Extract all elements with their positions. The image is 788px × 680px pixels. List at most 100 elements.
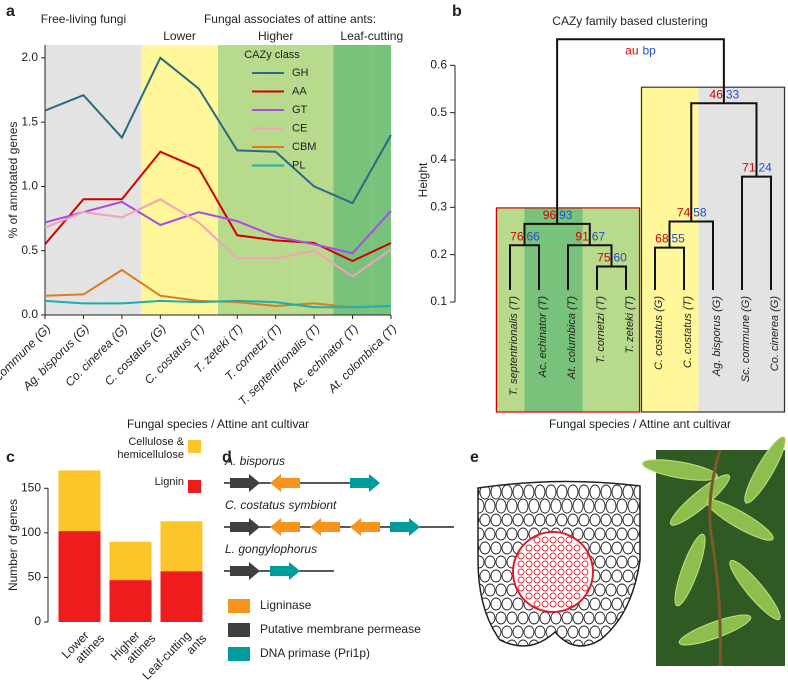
au-value: 71 [742,161,756,175]
bp-value: 66 [527,229,541,243]
cell [589,484,601,500]
cell [478,639,485,646]
cell [600,541,612,555]
cell [484,527,496,541]
branch [741,175,772,290]
y-axis-label: Height [416,162,430,197]
leaf-label: C. costatus (G) [653,296,665,370]
leaf-band [524,207,554,412]
series-line [44,198,392,278]
cell [484,498,496,514]
panel-label: e [470,449,479,466]
bar-segment [58,531,101,622]
cell [567,513,579,527]
cell [495,583,507,597]
gene-arrow [230,518,260,536]
bar-segment [160,521,203,572]
vessel [549,536,557,544]
cell [600,513,612,527]
x-tick-label: Lowerattines [59,622,108,671]
gene-arrow [230,474,260,492]
cell [578,625,590,639]
vessel [557,600,565,608]
cell [545,484,557,500]
cell [616,639,628,646]
vessel [557,592,565,600]
legend-swatch [228,623,250,637]
cell [567,484,579,500]
vessel [573,576,581,584]
vessel [557,536,565,544]
cell [479,513,491,527]
cell [633,484,640,500]
vessel [533,568,541,576]
cell [512,484,524,500]
gene-arrow [270,562,300,580]
cell [556,513,568,527]
gene-arrow [350,474,380,492]
cell [583,611,595,625]
vessel [565,576,573,584]
leaf [678,614,752,646]
branch [556,38,725,224]
leaf-band [582,207,612,412]
group-label: Higher [258,29,293,43]
legend-swatch [188,480,201,493]
cell [578,484,590,500]
legend-label: Ligninase [260,598,312,612]
cell [633,625,640,639]
y-tick-label: 0.5 [430,105,447,119]
region-band [64,45,103,315]
leaf [642,459,718,481]
panel-label: a [6,3,15,20]
vessel [581,568,589,576]
y-tick-label: 0.6 [430,58,447,72]
vessel [581,584,589,592]
legend-swatch [228,647,250,661]
vessel [533,584,541,592]
au-value: 68 [655,232,669,246]
vessel [541,552,549,560]
cell [478,597,480,611]
cell [478,625,480,639]
region-band [179,45,218,315]
leaf-label: Sc. commune (G) [740,296,752,383]
leaf-label: T. septentrionalis (T) [508,296,520,396]
cell [638,639,640,646]
vessel [541,584,549,592]
cell [545,513,557,527]
cell [501,569,513,583]
vessel [573,592,581,600]
y-tick-label: 0 [34,614,41,628]
legend-label-box: Cellulose & hemicellulose [117,436,184,461]
vessel [533,544,541,552]
y-tick-label: 0.4 [430,152,447,166]
vessel [565,544,573,552]
legend-label: GH [292,67,309,79]
cell [627,527,639,541]
cell [627,555,639,569]
cell [589,625,601,639]
cell [523,513,535,527]
leaf-label: T. zeteki (T) [624,296,636,354]
cell [517,498,529,514]
series-line [44,56,392,205]
vessel [557,576,565,584]
cell [594,527,606,541]
x-tick-label: Ac. echinator (T) [288,321,361,394]
cell [633,513,640,527]
series-line [44,200,392,255]
x-axis-label: Fungal species / Attine ant cultivar [127,417,309,431]
cell [539,611,551,625]
track-label: C. costatus symbiont [225,498,337,512]
leaf-label: Ag. bisporus (G) [711,296,723,377]
leaf-band [611,207,641,412]
cell [478,569,480,583]
cell [550,498,562,514]
vessel [541,536,549,544]
cell [594,611,606,625]
track-label: A. bisporus [224,454,285,468]
vessel [549,568,557,576]
region-band [45,45,65,315]
bp-value: 33 [726,87,740,101]
